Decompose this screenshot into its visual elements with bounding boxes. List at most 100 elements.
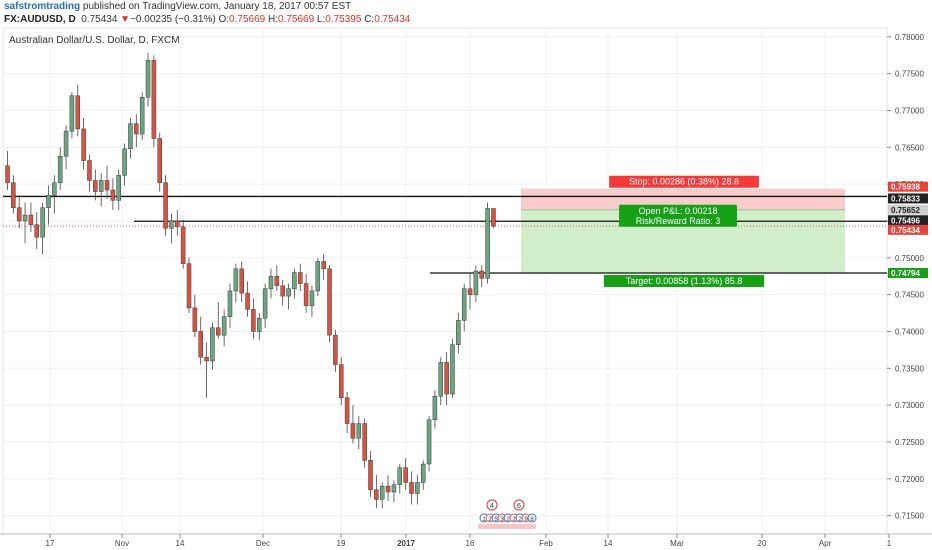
candle-down [491, 208, 496, 227]
event-icon: 6 [513, 499, 525, 511]
x-tick-label: Mar [670, 539, 684, 548]
event-dot-count: 2 [506, 517, 510, 523]
y-tick-label: 0.74500 [895, 291, 924, 300]
y-tick-label: 0.77000 [895, 106, 924, 115]
x-tick-label: 14 [176, 539, 185, 548]
y-tick-label: 0.77500 [895, 70, 924, 79]
candle-up [438, 362, 444, 397]
candle-down [186, 263, 192, 309]
target-label-text: Target: 0.00858 (1.13%) 85.8 [626, 276, 743, 286]
horizontal-levels[interactable] [3, 195, 887, 274]
x-tick-label: Nov [115, 539, 129, 548]
candle-down [403, 467, 408, 483]
candle-up [292, 272, 297, 289]
y-tick-label: 0.72500 [895, 438, 924, 447]
event-count: 6 [517, 503, 521, 510]
candle-up [57, 155, 63, 183]
candle-up [461, 288, 467, 321]
candle-down [350, 423, 356, 439]
candles-layer [5, 53, 496, 509]
stop-label: Stop: 0.00286 (0.38%) 28.6 [609, 175, 759, 188]
candle-up [22, 214, 28, 222]
candle-down [321, 261, 326, 270]
candle-down [87, 160, 92, 181]
candle-down [157, 138, 162, 183]
x-tick-label: 14 [604, 539, 613, 548]
candle-down [5, 165, 10, 183]
candle-up [456, 320, 461, 345]
candle-down [81, 128, 86, 161]
candle-up [379, 485, 385, 500]
candle-down [385, 485, 391, 493]
price-tag-bg [888, 267, 928, 278]
candle-up [286, 288, 291, 297]
event-dot-count: 3 [500, 517, 504, 523]
close-label: C: [364, 14, 375, 25]
candle-up [139, 96, 145, 135]
price-tag-bg [888, 193, 928, 204]
candle-up [432, 396, 438, 421]
x-tick-label: 2017 [397, 539, 415, 548]
y-tick-label: 0.72000 [895, 475, 924, 484]
event-markers[interactable]: 4 61 2 5 3 2 2 2 9 8 [478, 499, 537, 529]
event-circle [513, 499, 525, 511]
price-tag-bg [888, 224, 928, 235]
candle-up [315, 261, 321, 292]
event-dot-count: 2 [488, 517, 492, 523]
candle-up [52, 182, 57, 196]
price-tag-label: 0.74794 [891, 269, 920, 278]
candle-up [257, 317, 262, 332]
candle-down [338, 364, 344, 398]
candle-down [16, 207, 22, 222]
y-tick-label: 0.73000 [895, 401, 924, 410]
event-dot-count: 1 [482, 517, 486, 523]
candle-down [333, 334, 338, 365]
price-tag-bg [888, 215, 928, 226]
candle-down [163, 182, 168, 229]
time-axis[interactable]: 17 Nov 14 Dec 19 2017 16 Feb 14 Mar 20 Apr 1 [0, 533, 932, 548]
candle-down [362, 423, 367, 461]
x-tick-label: 1 [887, 539, 892, 548]
y-tick-label: 0.71500 [895, 512, 924, 521]
chart-header: safstromtrading published on TradingView… [0, 0, 932, 26]
event-circle [486, 499, 498, 511]
event-icon: 4 [486, 499, 498, 511]
candle-down [409, 482, 414, 494]
x-tick-label: Dec [256, 539, 270, 548]
x-tick-label: Feb [539, 539, 553, 548]
candle-down [344, 397, 350, 424]
y-tick-label: 0.78000 [895, 33, 924, 42]
price-tag: 0.75652 [888, 204, 928, 215]
candle-up [415, 482, 420, 494]
candle-down [327, 268, 332, 336]
change-down-icon: ▼ [120, 14, 131, 25]
candle-down [280, 285, 285, 297]
candle-down [180, 226, 186, 264]
candle-up [426, 419, 432, 465]
x-tick-label: 17 [46, 539, 55, 548]
candle-up [397, 467, 403, 485]
high-label: H: [267, 14, 278, 25]
candle-up [356, 423, 362, 439]
open-value: 0.75669 [229, 14, 266, 25]
event-dot-count: 9 [524, 517, 528, 523]
candle-up [210, 327, 215, 362]
price-tag: 0.74794 [888, 267, 928, 278]
target-label-bg [603, 274, 765, 287]
x-tick-label: Apr [819, 539, 832, 548]
author-link[interactable]: safstromtrading [4, 1, 81, 12]
y-tick-label: 0.76500 [895, 143, 924, 152]
candle-down [216, 327, 221, 336]
candle-down [28, 214, 34, 225]
candle-up [122, 148, 127, 176]
pl-label-text: Risk/Reward Ratio: 3 [636, 216, 721, 226]
price-tag-label: 0.75833 [891, 194, 920, 203]
price-tag: 0.75496 [888, 215, 928, 226]
position-zones[interactable] [521, 188, 845, 273]
candle-down [298, 272, 303, 284]
price-axis[interactable]: 0.780000.775000.770000.765000.760000.755… [887, 33, 928, 521]
y-tick-label: 0.74000 [895, 327, 924, 336]
symbol-label[interactable]: FX:AUDUSD, D [4, 14, 76, 25]
event-bar [478, 524, 536, 529]
